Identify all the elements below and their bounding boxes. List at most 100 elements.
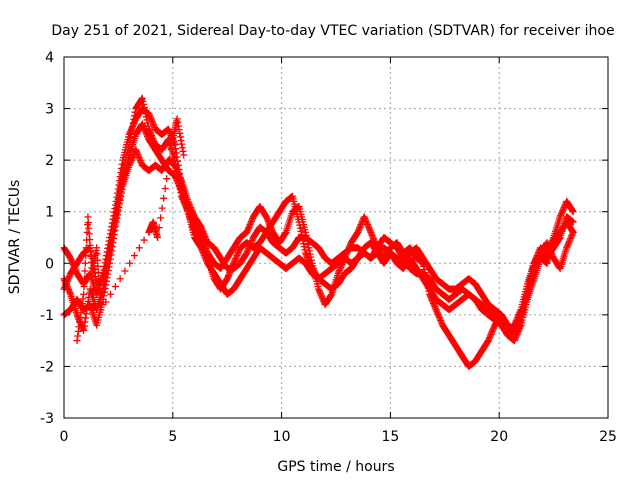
data-point — [296, 224, 304, 232]
data-point — [244, 246, 252, 254]
data-point — [144, 119, 152, 127]
data-point — [142, 113, 150, 121]
data-point — [433, 309, 441, 317]
data-point — [243, 227, 251, 235]
data-point — [107, 290, 115, 298]
data-point — [435, 312, 443, 320]
data-point — [243, 228, 251, 236]
x-tick-label: 25 — [599, 429, 617, 445]
data-point — [111, 282, 119, 290]
data-point — [317, 290, 325, 298]
data-point — [198, 226, 206, 234]
data-point — [488, 327, 496, 335]
data-point — [180, 151, 188, 159]
data-point — [316, 288, 324, 296]
data-point — [262, 213, 270, 221]
data-point — [434, 310, 442, 318]
data-point — [356, 224, 364, 232]
data-point — [248, 216, 256, 224]
data-point — [295, 218, 303, 226]
data-point — [245, 243, 253, 251]
x-tick-label: 5 — [168, 429, 177, 445]
data-point — [336, 265, 344, 273]
data-point — [136, 155, 144, 163]
data-point — [135, 154, 143, 162]
data-point — [297, 227, 305, 235]
data-point — [362, 218, 370, 226]
data-point — [512, 334, 520, 342]
x-axis-label: GPS time / hours — [277, 459, 394, 475]
data-point — [130, 115, 138, 123]
data-point — [437, 317, 445, 325]
data-point — [166, 128, 174, 136]
data-point — [569, 208, 577, 216]
data-point — [235, 247, 243, 255]
data-point — [335, 268, 343, 276]
data-point — [200, 231, 208, 239]
data-point — [129, 119, 137, 127]
data-point — [513, 330, 521, 338]
y-tick-label: 3 — [45, 102, 54, 118]
data-point — [199, 228, 207, 236]
data-point — [137, 158, 145, 166]
data-point — [365, 224, 373, 232]
data-point — [247, 240, 255, 248]
data-point — [81, 259, 89, 267]
data-point — [102, 281, 110, 289]
data-point — [66, 289, 74, 297]
data-point — [173, 166, 181, 174]
data-point — [197, 223, 205, 231]
data-point — [368, 231, 376, 239]
data-point — [569, 207, 577, 215]
data-point — [176, 133, 184, 141]
data-point — [263, 214, 271, 222]
data-point — [244, 225, 252, 233]
data-point — [337, 263, 345, 271]
data-point — [103, 274, 111, 282]
data-point — [127, 133, 135, 141]
grid — [64, 57, 608, 418]
data-point — [248, 237, 256, 245]
data-point — [301, 246, 309, 254]
data-point — [559, 207, 567, 215]
data-point — [178, 140, 186, 148]
data-point — [436, 315, 444, 323]
data-point — [171, 161, 179, 169]
data-point — [141, 107, 149, 115]
data-point — [188, 207, 196, 215]
data-point — [131, 108, 139, 116]
data-point — [484, 337, 492, 345]
data-point — [247, 218, 255, 226]
data-point — [327, 291, 335, 299]
data-point — [334, 270, 342, 278]
data-point — [161, 185, 169, 193]
data-point — [362, 216, 370, 224]
data-point — [157, 214, 165, 222]
data-point — [246, 221, 254, 229]
data-point — [315, 285, 323, 293]
data-point — [149, 121, 157, 129]
data-point — [429, 300, 437, 308]
data-point — [177, 137, 185, 145]
data-point — [318, 293, 326, 301]
data-point — [138, 94, 146, 102]
data-point — [202, 234, 210, 242]
data-point — [116, 275, 124, 283]
data-point — [487, 330, 495, 338]
data-point — [231, 256, 239, 264]
data-point — [556, 213, 564, 221]
data-point — [178, 144, 186, 152]
data-point — [319, 294, 327, 302]
data-point — [281, 229, 289, 237]
data-point — [367, 230, 375, 238]
data-point — [82, 310, 90, 318]
data-point — [361, 214, 369, 222]
data-point — [150, 122, 158, 130]
data-point — [224, 273, 232, 281]
y-tick-label: -2 — [40, 359, 54, 375]
y-tick-label: -3 — [40, 411, 54, 427]
y-tick-label: 0 — [45, 256, 54, 272]
data-point — [512, 332, 520, 340]
data-point — [143, 116, 151, 124]
data-point — [369, 233, 377, 241]
